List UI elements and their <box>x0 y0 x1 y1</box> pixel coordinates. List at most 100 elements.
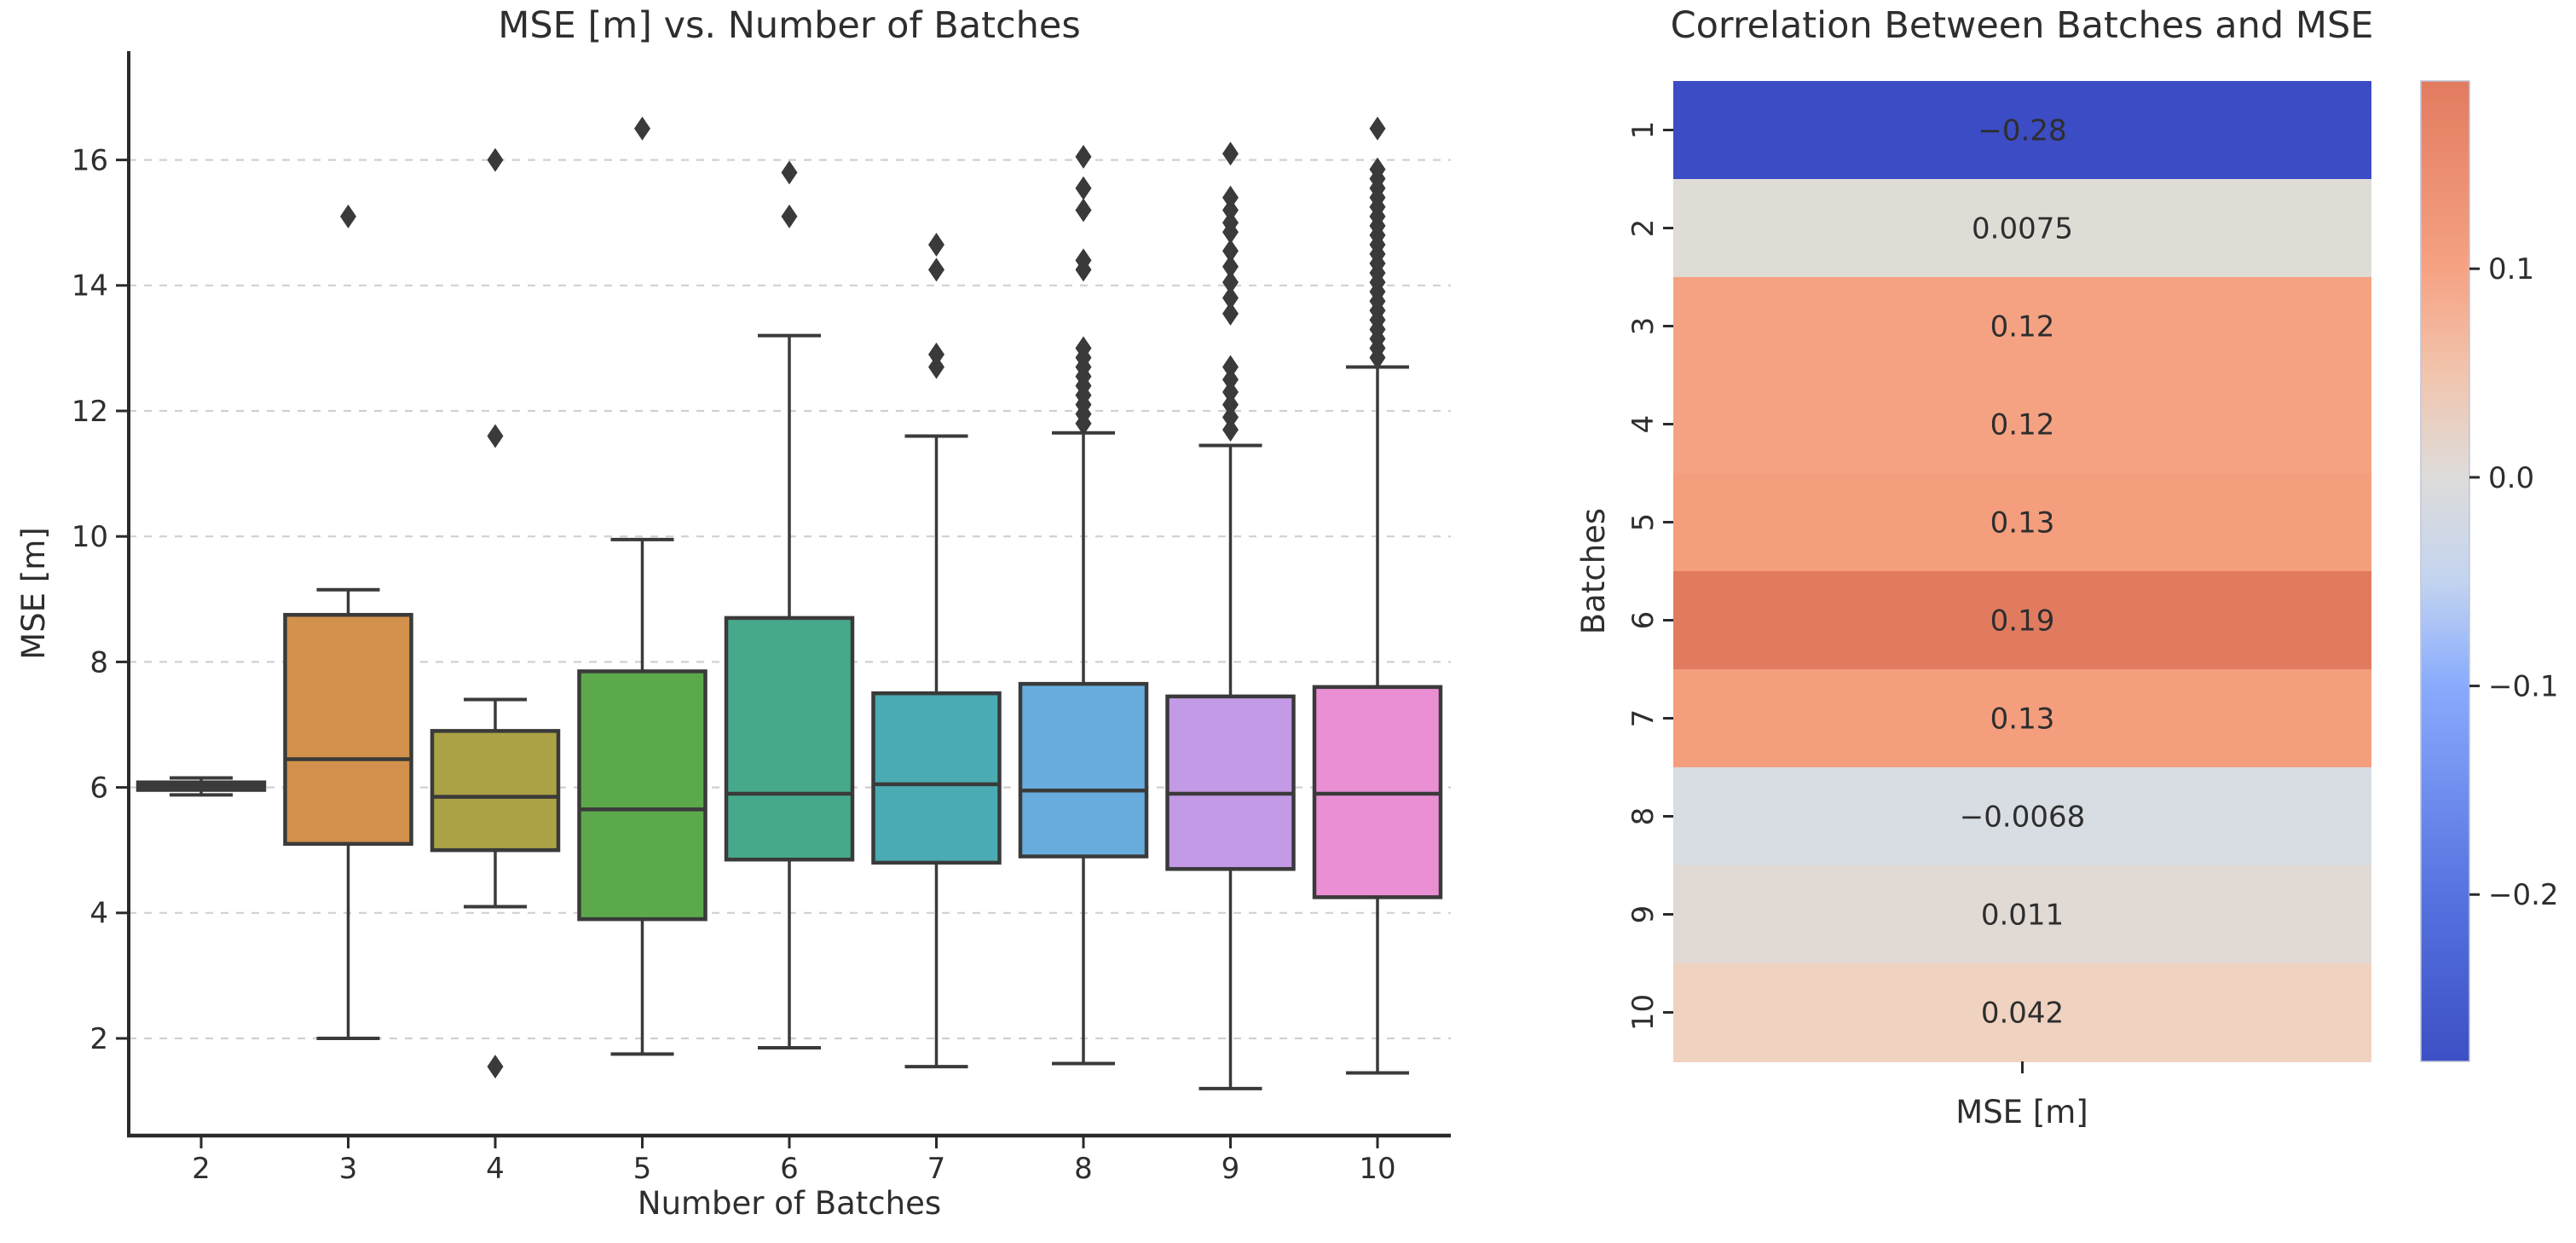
heatmap-cell-2 <box>1673 179 2371 278</box>
row-label: 7 <box>1626 709 1661 728</box>
heatmap-cell-3 <box>1673 277 2371 376</box>
outlier-marker <box>487 1055 504 1079</box>
outlier-marker <box>1075 144 1092 169</box>
boxplot-panel: MSE [m] vs. Number of Batches Number of … <box>15 4 1451 1222</box>
outlier-marker <box>1222 198 1239 223</box>
outlier-marker <box>928 342 944 367</box>
outlier-marker <box>487 424 504 448</box>
boxplot-xlabel: Number of Batches <box>638 1185 941 1222</box>
box-batch-6 <box>724 616 855 862</box>
x-tick-label: 9 <box>1222 1152 1240 1186</box>
outlier-marker <box>928 232 944 257</box>
outlier-marker <box>1222 286 1239 310</box>
cell-value: 0.13 <box>1990 506 2055 540</box>
outlier-marker <box>1222 392 1239 417</box>
outlier-marker <box>928 257 944 282</box>
x-tick-label: 8 <box>1074 1152 1093 1186</box>
row-label: 9 <box>1626 905 1661 924</box>
outlier-marker <box>1222 185 1239 210</box>
heatmap-xlabel: MSE [m] <box>1955 1094 2088 1130</box>
colorbar-tick-label: −0.2 <box>2488 878 2559 912</box>
boxplot-ylabel: MSE [m] <box>15 527 52 659</box>
row-label: 1 <box>1626 121 1661 140</box>
box-batch-7 <box>871 691 1002 865</box>
outlier-marker <box>1369 345 1386 370</box>
outlier-marker <box>487 147 504 172</box>
heatmap-cell-10 <box>1673 963 2371 1062</box>
x-tick-label: 10 <box>1359 1152 1395 1186</box>
heatmap-cell-6 <box>1673 571 2371 670</box>
cell-value: 0.042 <box>1981 996 2064 1030</box>
heatmap-panel: Correlation Between Batches and MSE MSE … <box>1577 4 2559 1130</box>
heatmap-cell-9 <box>1673 865 2371 964</box>
cell-value: 0.19 <box>1990 604 2055 638</box>
outlier-marker <box>634 116 650 141</box>
cell-value: 0.011 <box>1981 898 2064 932</box>
row-label: 4 <box>1626 415 1661 434</box>
y-tick-label: 6 <box>90 772 108 806</box>
colorbar <box>2420 80 2470 1062</box>
y-tick-label: 2 <box>90 1022 108 1056</box>
x-tick-label: 6 <box>780 1152 799 1186</box>
row-label: 8 <box>1626 807 1661 826</box>
box-batch-3 <box>283 612 413 847</box>
outlier-marker <box>1222 367 1239 392</box>
colorbar-tick-label: 0.0 <box>2488 461 2534 495</box>
y-tick-label: 4 <box>90 897 108 931</box>
outlier-marker <box>1075 198 1092 223</box>
heatmap-cell-7 <box>1673 669 2371 768</box>
cell-value: 0.13 <box>1990 702 2055 736</box>
colorbar-tick-label: 0.1 <box>2488 252 2534 286</box>
row-label: 10 <box>1626 994 1661 1031</box>
heatmap-cell-4 <box>1673 375 2371 474</box>
outlier-marker <box>1369 116 1386 141</box>
outlier-marker <box>1222 301 1239 326</box>
outlier-marker <box>1222 355 1239 379</box>
cell-value: −0.0068 <box>1960 800 2085 834</box>
y-tick-label: 14 <box>72 269 108 304</box>
outlier-marker <box>928 355 944 379</box>
x-tick-label: 3 <box>339 1152 358 1186</box>
heatmap-title: Correlation Between Batches and MSE <box>1671 4 2374 47</box>
y-tick-label: 10 <box>72 520 108 554</box>
outlier-marker <box>1222 220 1239 245</box>
outlier-marker <box>1222 418 1239 442</box>
outlier-marker <box>1222 405 1239 430</box>
outlier-marker <box>1075 176 1092 200</box>
colorbar-tick-label: −0.1 <box>2488 669 2559 703</box>
outlier-marker <box>340 204 356 228</box>
box-batch-5 <box>577 669 708 922</box>
row-label: 5 <box>1626 513 1661 532</box>
row-label: 3 <box>1626 317 1661 336</box>
outlier-marker <box>1222 254 1239 279</box>
outlier-marker <box>781 204 798 228</box>
x-tick-label: 7 <box>927 1152 946 1186</box>
outlier-marker <box>1222 270 1239 295</box>
x-tick-label: 2 <box>192 1152 211 1186</box>
outlier-marker <box>1075 411 1092 436</box>
outlier-marker <box>1222 379 1239 404</box>
outlier-marker <box>781 160 798 185</box>
boxplot-title: MSE [m] vs. Number of Batches <box>498 4 1081 47</box>
row-label: 6 <box>1626 611 1661 630</box>
row-label: 2 <box>1626 219 1661 238</box>
cell-value: 0.0075 <box>1972 211 2073 246</box>
y-tick-label: 12 <box>72 395 108 429</box>
box-batch-8 <box>1018 681 1149 859</box>
x-tick-label: 5 <box>633 1152 652 1186</box>
heatmap-cell-1 <box>1673 81 2371 180</box>
heatmap-cell-8 <box>1673 767 2371 866</box>
outlier-marker <box>1222 142 1239 166</box>
cell-value: 0.12 <box>1990 408 2055 442</box>
y-tick-label: 16 <box>72 144 108 178</box>
box-batch-4 <box>430 729 561 853</box>
cell-value: −0.28 <box>1978 113 2066 147</box>
heatmap-plot-area: −0.2810.007520.1230.1240.1350.1960.137−0… <box>1626 80 2559 1073</box>
outlier-marker <box>1222 239 1239 263</box>
outlier-marker <box>1075 257 1092 282</box>
box-batch-9 <box>1165 694 1296 871</box>
cell-value: 0.12 <box>1990 309 2055 344</box>
heatmap-ylabel: Batches <box>1577 508 1612 634</box>
y-tick-label: 8 <box>90 645 108 679</box>
